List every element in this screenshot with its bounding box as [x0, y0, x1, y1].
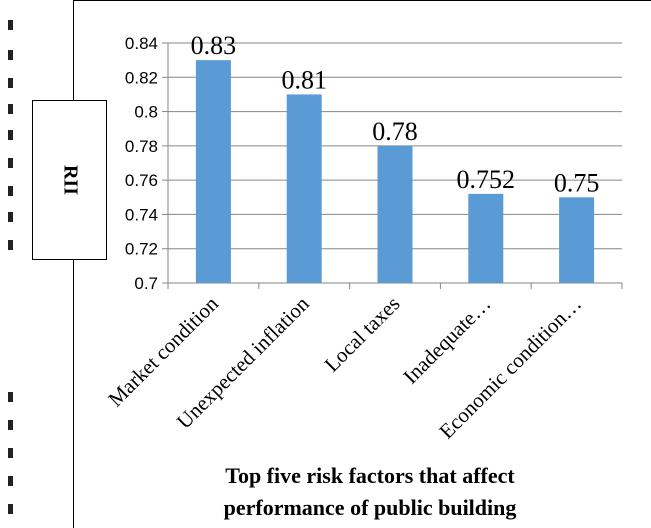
cropped-glyph: [8, 504, 13, 514]
bar: [286, 94, 322, 283]
cropped-glyph: [8, 78, 13, 88]
chart-title-line-1: Top five risk factors that affect: [225, 463, 515, 488]
y-tick-label: 0.74: [125, 205, 158, 224]
x-tick-label: Inadequate…: [398, 292, 495, 389]
chart-area: [73, 0, 651, 528]
y-tick-label: 0.78: [125, 137, 158, 156]
x-tick-label: Local taxes: [320, 292, 405, 377]
y-axis-label-box: RII: [32, 100, 107, 260]
cropped-glyph: [8, 158, 13, 168]
y-tick-label: 0.8: [134, 103, 158, 122]
data-label: 0.78: [372, 117, 418, 146]
cropped-glyph: [8, 130, 13, 140]
cropped-glyph: [8, 186, 13, 196]
bar: [559, 197, 595, 283]
cropped-glyph: [8, 50, 13, 60]
chart-title-line-2: performance of public building: [223, 495, 517, 520]
cropped-glyph: [8, 476, 13, 486]
y-tick-label: 0.7: [134, 274, 158, 293]
chart-title: Top five risk factors that affect perfor…: [110, 460, 630, 524]
cropped-glyph: [8, 212, 13, 222]
y-tick-label: 0.76: [125, 171, 158, 190]
bar: [377, 145, 413, 283]
data-label: 0.83: [191, 31, 237, 60]
y-tick-label: 0.84: [125, 34, 158, 53]
y-tick-label: 0.72: [125, 240, 158, 259]
data-label: 0.75: [554, 168, 600, 197]
y-axis-label: RII: [59, 164, 81, 196]
y-tick-label: 0.82: [125, 68, 158, 87]
data-label: 0.81: [281, 65, 327, 94]
bar: [468, 193, 504, 283]
data-label: 0.752: [457, 165, 516, 194]
bar: [195, 60, 231, 284]
cropped-glyph: [8, 20, 13, 30]
cropped-text-margin: [8, 20, 13, 514]
cropped-glyph: [8, 448, 13, 458]
cropped-glyph: [8, 240, 13, 250]
cropped-glyph: [8, 420, 13, 430]
cropped-glyph: [8, 392, 13, 402]
cropped-glyph: [8, 104, 13, 114]
